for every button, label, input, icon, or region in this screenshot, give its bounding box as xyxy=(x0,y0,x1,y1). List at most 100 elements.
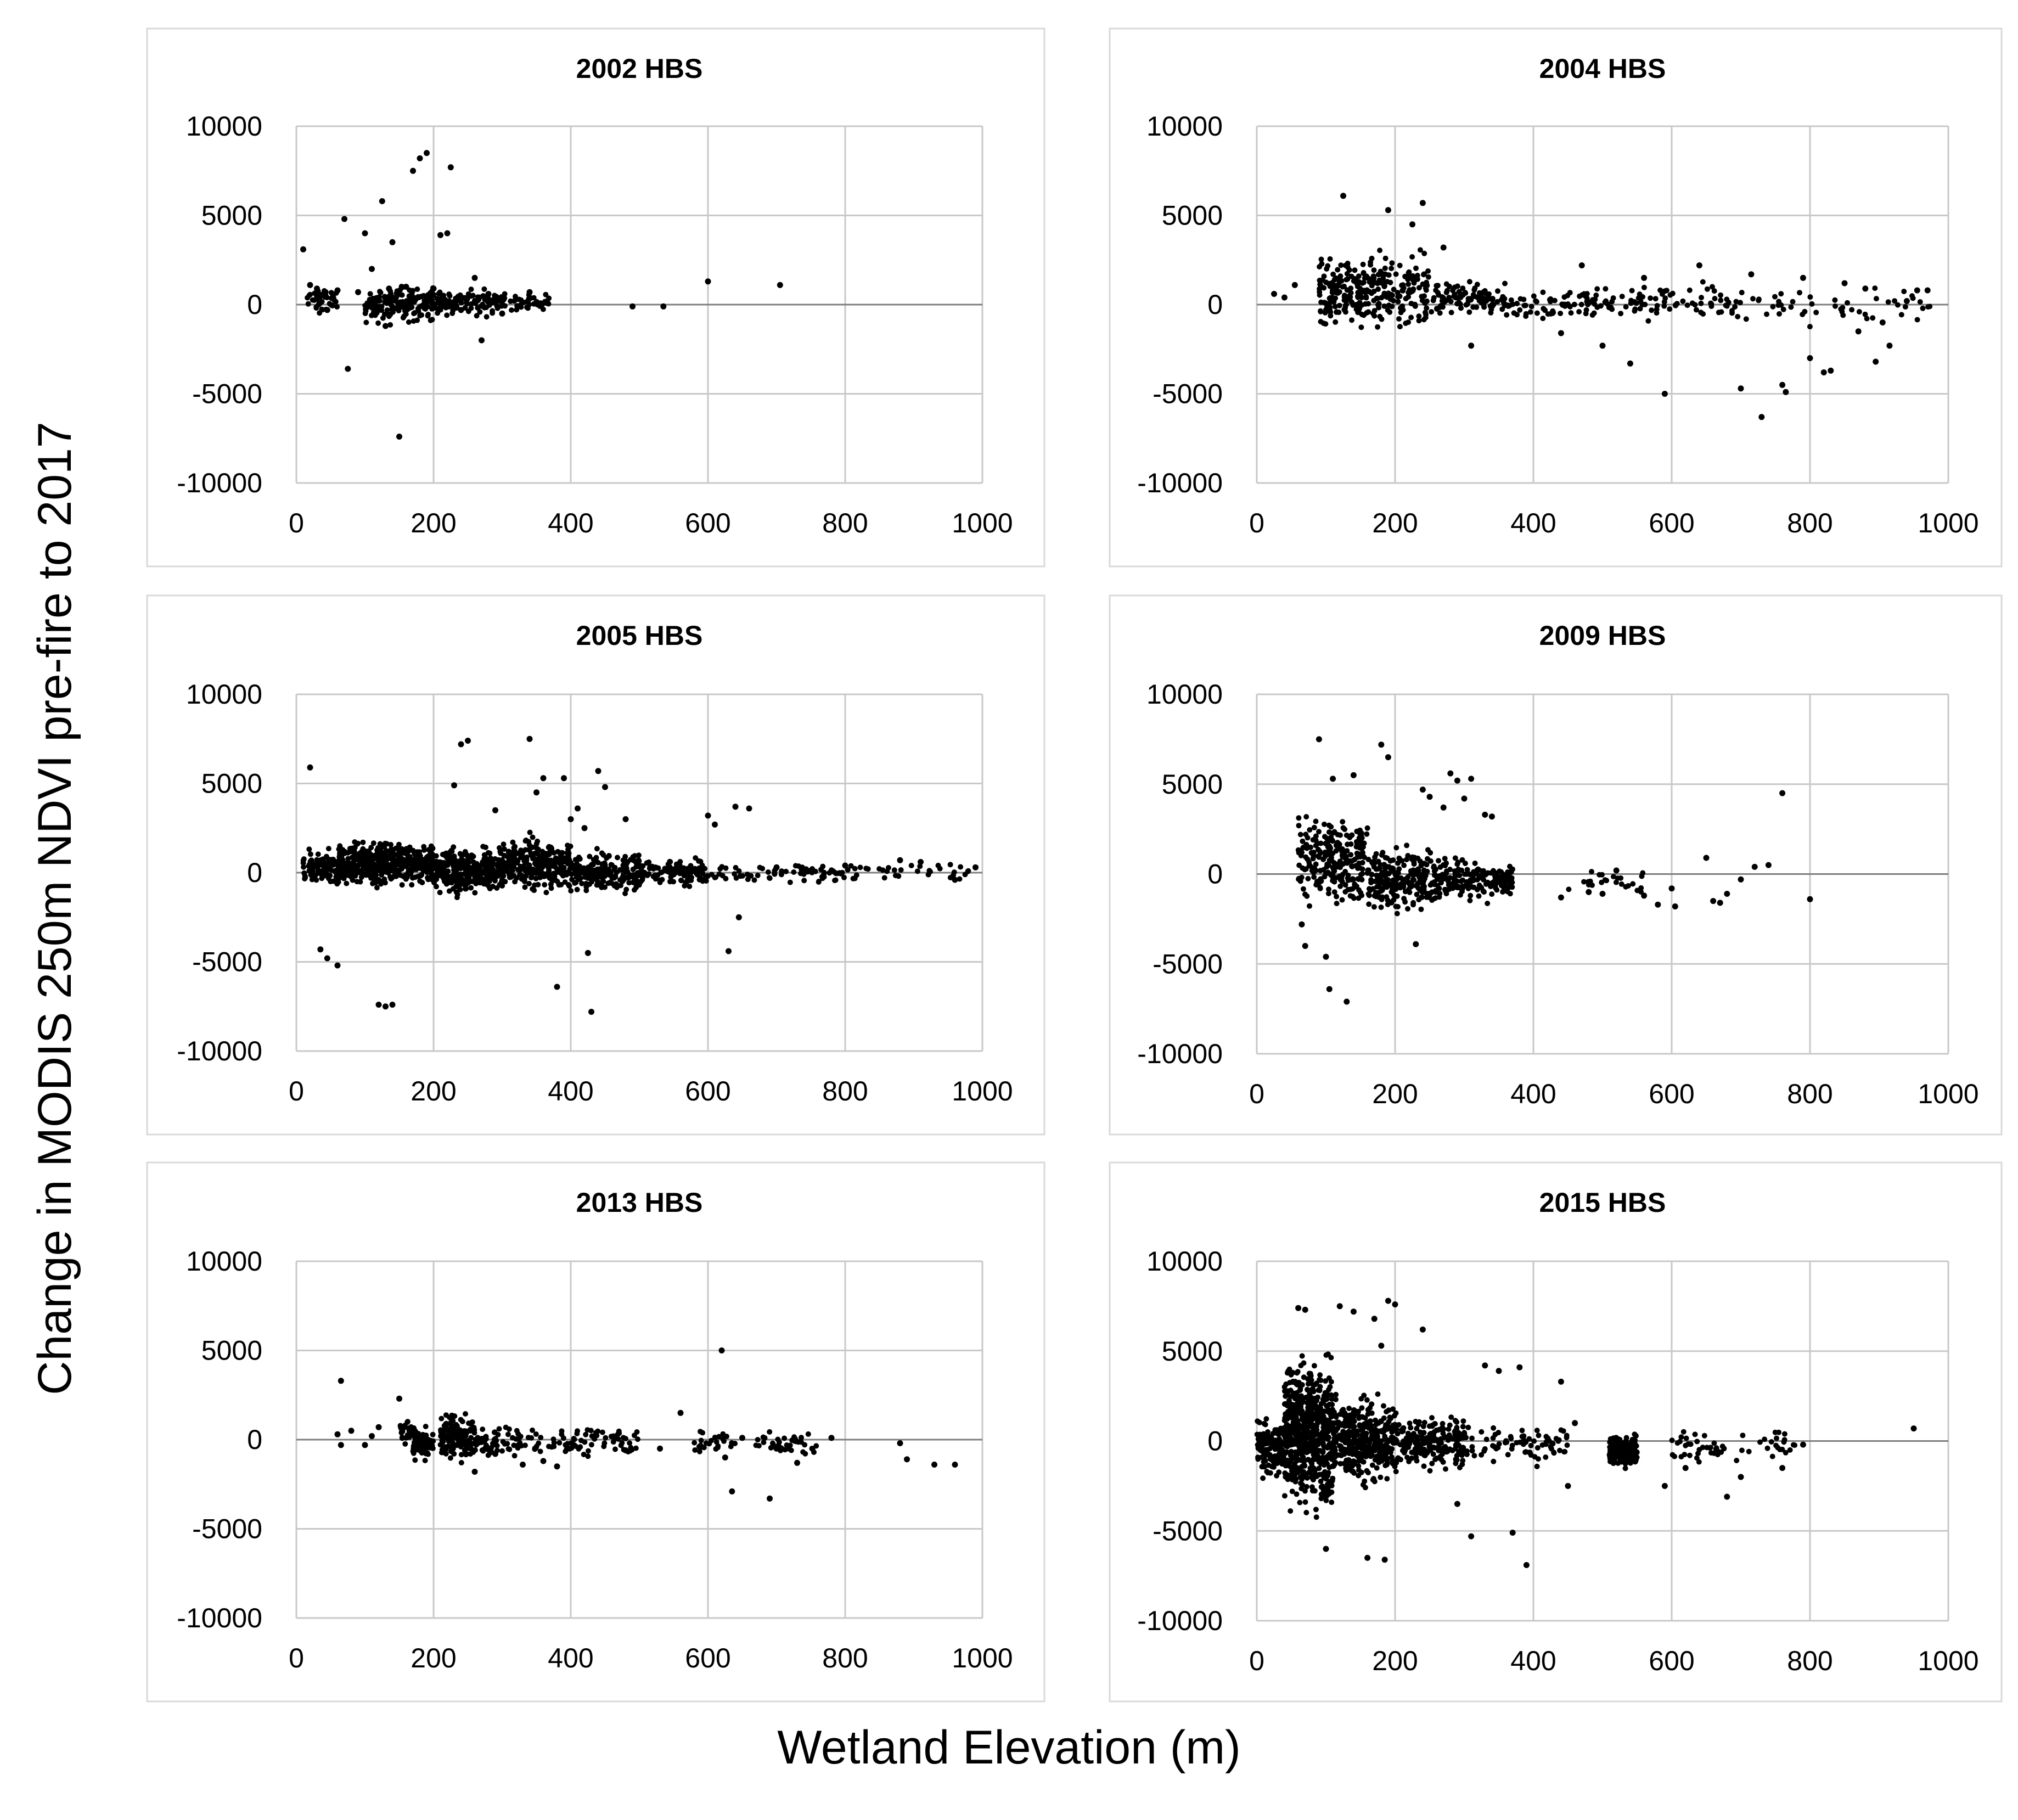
data-point xyxy=(575,1428,580,1434)
data-point xyxy=(454,895,460,900)
data-point xyxy=(1334,309,1340,314)
data-point xyxy=(463,870,468,875)
data-point xyxy=(1431,863,1437,869)
data-point xyxy=(1427,850,1433,856)
data-point xyxy=(1807,896,1813,902)
data-point xyxy=(389,868,395,873)
data-point xyxy=(1685,302,1690,308)
data-point xyxy=(1589,869,1594,874)
data-point xyxy=(324,307,330,313)
data-point xyxy=(1813,310,1819,315)
data-point xyxy=(463,849,468,855)
data-point xyxy=(1406,294,1411,300)
data-point xyxy=(636,852,642,858)
data-point xyxy=(417,856,423,862)
data-point xyxy=(1427,891,1432,896)
data-point xyxy=(404,298,409,304)
data-point xyxy=(1899,312,1904,317)
data-point xyxy=(1380,1443,1385,1449)
data-point xyxy=(1299,1417,1305,1423)
data-point xyxy=(1692,302,1697,307)
data-point xyxy=(1312,825,1317,830)
data-point xyxy=(400,1424,405,1430)
x-tick-label: 600 xyxy=(685,508,730,538)
data-point xyxy=(448,164,454,170)
data-point xyxy=(1263,1416,1269,1422)
data-point xyxy=(1423,285,1429,291)
data-point xyxy=(1524,311,1529,317)
data-point xyxy=(1632,306,1638,312)
data-point xyxy=(458,742,464,748)
data-point xyxy=(1389,260,1395,266)
data-point xyxy=(1680,299,1685,304)
data-point xyxy=(1401,884,1406,890)
data-point xyxy=(407,294,412,299)
data-point xyxy=(1307,1371,1312,1377)
data-point xyxy=(657,1446,663,1452)
data-point xyxy=(1323,1352,1329,1358)
data-point xyxy=(1559,301,1565,307)
data-point xyxy=(1777,311,1782,317)
data-point xyxy=(1628,298,1634,304)
data-point xyxy=(1356,1409,1361,1414)
data-point xyxy=(1840,312,1846,318)
data-point xyxy=(841,875,847,880)
data-point xyxy=(1312,1448,1317,1454)
data-point xyxy=(410,867,415,873)
y-tick-label: 0 xyxy=(1207,859,1223,890)
data-point xyxy=(331,295,336,301)
data-point xyxy=(1409,856,1415,862)
data-point xyxy=(736,914,742,920)
data-point xyxy=(1454,885,1460,890)
data-point xyxy=(1466,886,1471,891)
data-point xyxy=(582,1440,587,1445)
data-point xyxy=(404,1419,410,1425)
data-point xyxy=(1599,880,1604,885)
data-point xyxy=(1312,1363,1317,1368)
data-point xyxy=(1662,295,1668,301)
data-point xyxy=(687,868,692,874)
data-point xyxy=(1429,309,1434,314)
data-point xyxy=(1359,295,1364,300)
data-point xyxy=(403,859,408,864)
data-point xyxy=(1371,267,1377,273)
data-point xyxy=(1348,1464,1353,1470)
data-point xyxy=(1326,838,1332,844)
data-point xyxy=(1438,864,1443,870)
data-point xyxy=(1310,1387,1316,1392)
data-point xyxy=(1338,877,1344,883)
data-point xyxy=(1446,295,1452,300)
y-tick-label: 5000 xyxy=(1162,1336,1223,1367)
data-point xyxy=(1581,879,1587,885)
data-point xyxy=(480,293,486,299)
data-point xyxy=(737,868,742,874)
data-point xyxy=(1437,894,1442,900)
data-point xyxy=(1379,271,1385,277)
data-point xyxy=(406,319,412,325)
data-point xyxy=(567,883,572,889)
data-point xyxy=(1305,835,1311,840)
data-point xyxy=(1453,855,1458,861)
data-point xyxy=(1362,1422,1367,1427)
data-point xyxy=(583,887,589,893)
y-tick-label: -10000 xyxy=(177,1036,262,1066)
data-point xyxy=(1540,316,1545,321)
data-point xyxy=(1733,299,1739,305)
data-point xyxy=(1429,897,1435,903)
data-point xyxy=(627,1440,632,1446)
data-point xyxy=(1522,303,1527,308)
data-point xyxy=(458,1442,463,1448)
data-point xyxy=(373,310,378,315)
data-point xyxy=(360,840,366,845)
data-point xyxy=(1333,1392,1339,1397)
data-point xyxy=(699,1438,704,1443)
data-point xyxy=(593,1430,599,1435)
data-point xyxy=(1338,1461,1344,1467)
data-point xyxy=(326,846,331,851)
data-point xyxy=(510,840,515,845)
data-point xyxy=(915,868,920,874)
data-point xyxy=(1413,941,1419,947)
y-tick-label: 0 xyxy=(247,289,262,320)
data-point xyxy=(586,1448,591,1454)
data-point xyxy=(434,853,439,859)
